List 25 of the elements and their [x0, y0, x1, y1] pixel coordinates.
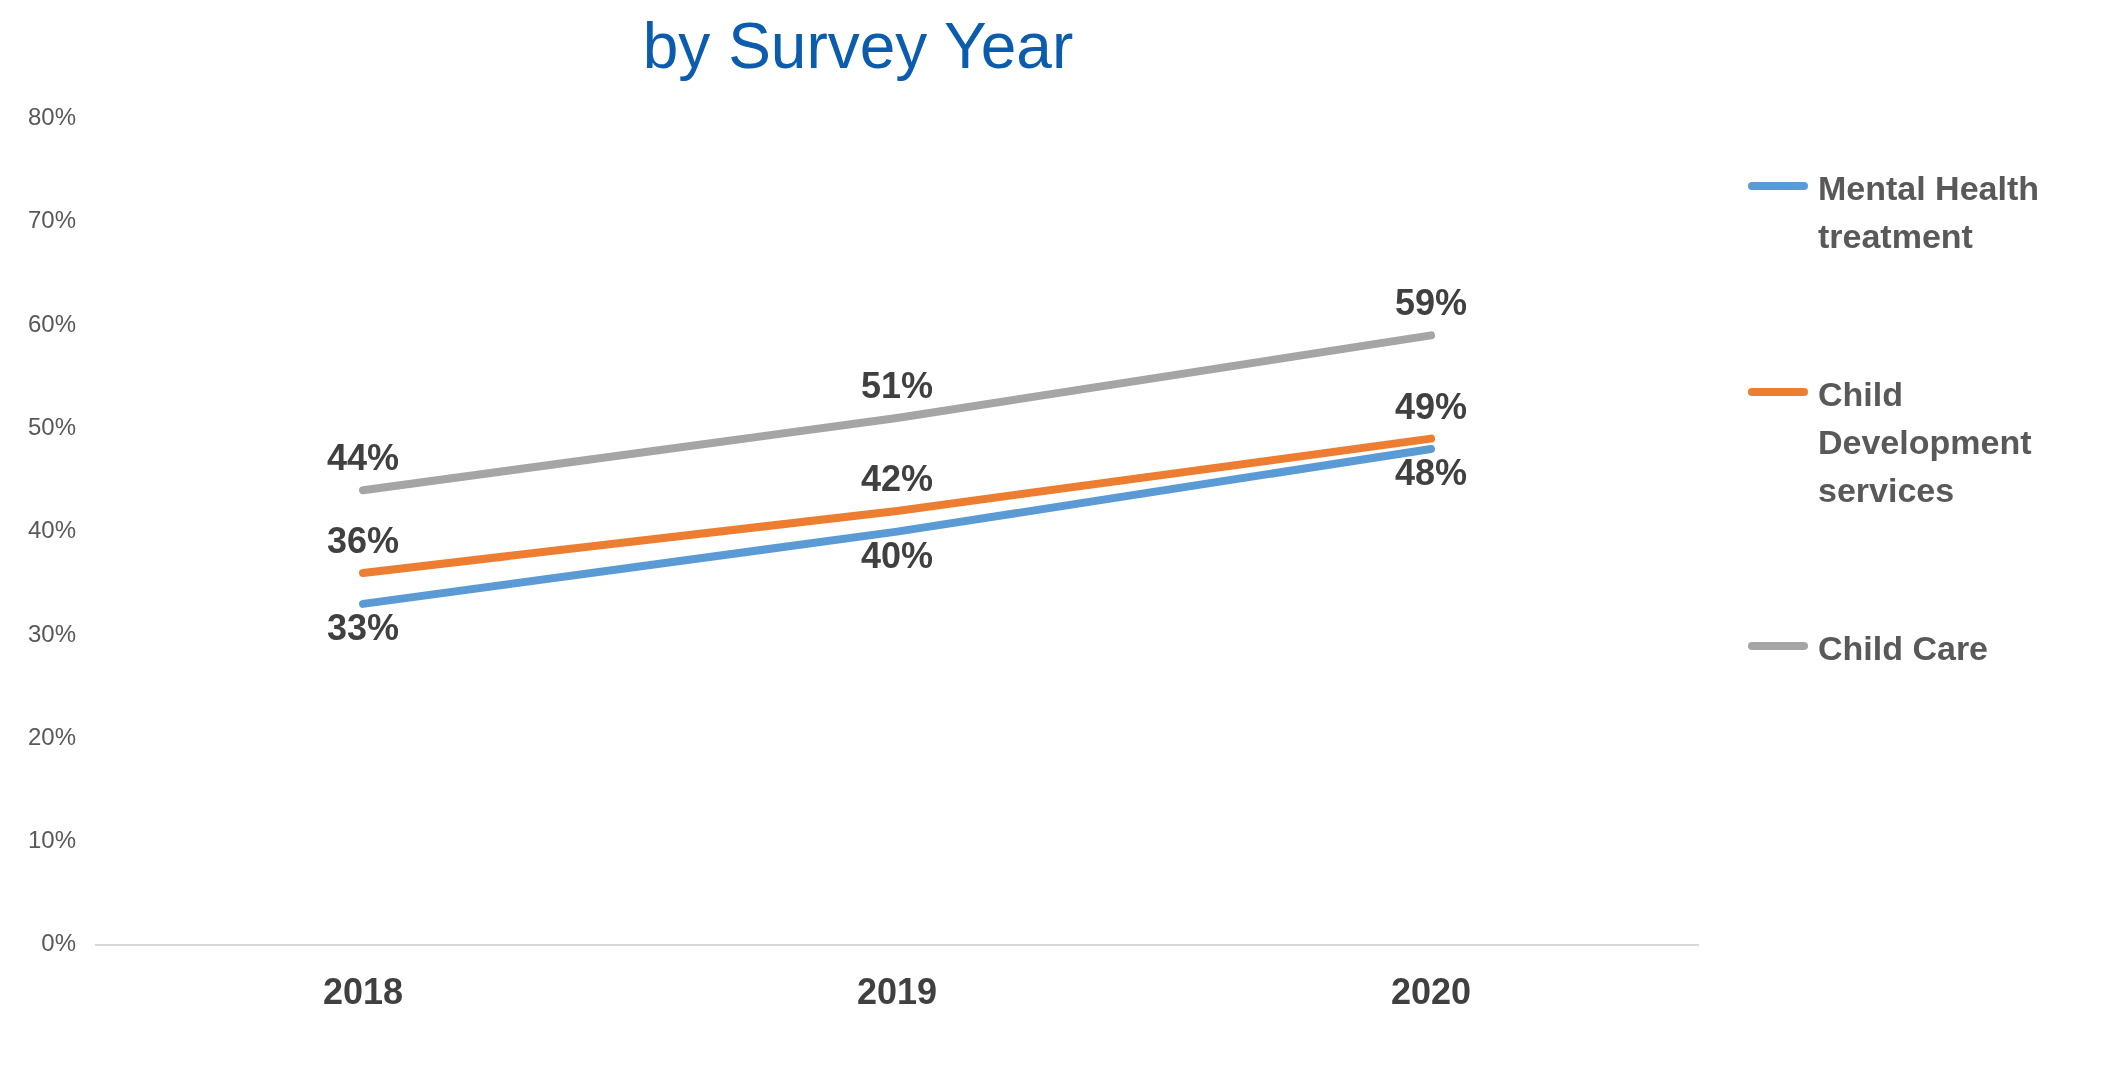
- data-label: 51%: [860, 364, 934, 406]
- data-label: 44%: [327, 437, 400, 479]
- legend-label: Child Development services: [1818, 374, 2033, 511]
- y-tick-label: 40%: [27, 516, 77, 544]
- data-label: 33%: [327, 606, 400, 648]
- legend-label: Child Care: [1818, 628, 1989, 669]
- data-label: 59%: [1394, 282, 1468, 324]
- data-label: 42%: [860, 457, 934, 499]
- y-tick-label: 50%: [27, 412, 77, 440]
- data-label: 49%: [1394, 385, 1468, 427]
- legend-label: Mental Health treatment: [1818, 168, 2041, 257]
- y-tick-label: 30%: [27, 619, 77, 647]
- chart-title: by Survey Year: [641, 9, 1075, 84]
- y-tick-label: 0%: [41, 929, 77, 957]
- x-tick-label: 2019: [856, 971, 938, 1013]
- y-tick-label: 10%: [27, 826, 77, 854]
- data-label: 36%: [327, 519, 400, 561]
- data-label: 48%: [1394, 451, 1468, 493]
- y-tick-label: 80%: [27, 103, 77, 131]
- x-tick-label: 2020: [1390, 971, 1472, 1013]
- data-label: 40%: [860, 534, 934, 576]
- x-tick-label: 2018: [322, 971, 404, 1013]
- y-tick-label: 20%: [27, 722, 77, 750]
- y-tick-label: 70%: [27, 206, 77, 234]
- y-tick-label: 60%: [27, 309, 77, 337]
